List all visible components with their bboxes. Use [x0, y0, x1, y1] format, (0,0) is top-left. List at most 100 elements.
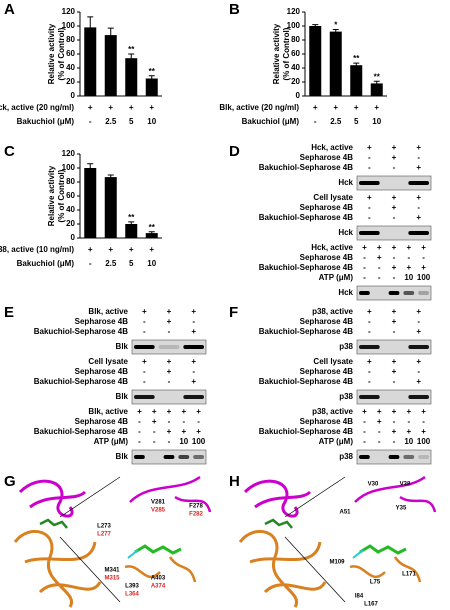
condition-mark: + — [354, 103, 359, 112]
blot-row-label: Bakuchiol-Sepharose 4B — [259, 427, 353, 436]
blot-band — [403, 455, 415, 459]
error-bar — [87, 163, 94, 173]
error-bar — [353, 62, 360, 68]
blot-row-mark: - — [153, 427, 156, 436]
blot-row-mark: - — [407, 417, 410, 426]
condition-mark: + — [374, 103, 379, 112]
bar — [104, 177, 117, 238]
y-axis-label: (% of Control) — [57, 169, 66, 222]
condition-mark: 10 — [372, 117, 381, 126]
blot-row-mark: - — [168, 327, 171, 336]
condition-mark: - — [314, 117, 317, 126]
residue-label: A374 — [151, 584, 166, 590]
y-tick-label: 0 — [71, 91, 76, 100]
blot-row-mark: + — [191, 357, 196, 366]
blot-row-mark: 100 — [192, 437, 206, 446]
blot-row-mark: + — [191, 327, 196, 336]
blot-band-label: Hck — [338, 288, 353, 297]
blot-row-mark: + — [367, 193, 372, 202]
blot-row-mark: + — [392, 357, 397, 366]
error-bar — [373, 80, 380, 86]
blot-band — [134, 345, 155, 349]
blot-row-mark: 10 — [179, 437, 188, 446]
panel-label: F — [229, 304, 238, 321]
blot-row-mark: + — [377, 253, 382, 262]
h-bond — [127, 549, 139, 559]
blot-row-mark: - — [168, 437, 171, 446]
blot-row-mark: - — [192, 317, 195, 326]
condition-mark: + — [108, 103, 113, 112]
blot-row-mark: - — [143, 377, 146, 386]
blot-frame — [356, 175, 432, 191]
blot-row-mark: + — [181, 427, 186, 436]
blot-band — [359, 181, 380, 185]
y-tick-label: 20 — [66, 77, 75, 86]
blot-row-mark: + — [421, 427, 426, 436]
blot-row-mark: + — [416, 213, 421, 222]
blot-row-label: ATP (μM) — [94, 437, 129, 446]
y-tick-label: 80 — [66, 35, 75, 44]
residue-label: M315 — [104, 576, 120, 582]
condition-mark: + — [129, 103, 134, 112]
inset-ligand — [359, 544, 407, 555]
significance-mark: ** — [374, 72, 381, 81]
inset-ribbon — [129, 475, 212, 513]
error-bar — [312, 24, 319, 28]
blot-row-mark: 100 — [417, 273, 431, 282]
blot-row-mark: - — [368, 317, 371, 326]
blot-row-label: Bakuchiol-Sepharose 4B — [259, 163, 353, 172]
blot-row-mark: - — [417, 367, 420, 376]
blot-row-mark: 10 — [404, 437, 413, 446]
condition-mark: + — [108, 245, 113, 254]
condition-mark: + — [149, 245, 154, 254]
blot-frame — [356, 225, 432, 241]
blot-row-mark: - — [143, 367, 146, 376]
blot-row-mark: + — [367, 143, 372, 152]
protein-ribbon — [13, 529, 102, 608]
y-tick-label: 20 — [291, 77, 300, 86]
blot-row-mark: + — [181, 407, 186, 416]
blot-row-label: Sepharose 4B — [300, 417, 354, 426]
blot-row-mark: - — [393, 437, 396, 446]
blot-row-label: Sepharose 4B — [75, 317, 129, 326]
blot-band — [408, 345, 429, 349]
residue-label: A51 — [339, 510, 351, 516]
residue-label: L167 — [364, 602, 378, 608]
blot-row-mark: - — [422, 417, 425, 426]
condition-mark: - — [89, 259, 92, 268]
blot-row-mark: - — [378, 427, 381, 436]
blot-row-label: Sepharose 4B — [75, 367, 129, 376]
blot-row-mark: - — [393, 273, 396, 282]
significance-mark: ** — [128, 45, 135, 54]
blot-row-label: Hck, active — [311, 143, 353, 152]
blot-band-label: Blk — [116, 342, 129, 351]
blot-row-mark: - — [417, 203, 420, 212]
blot-row-mark: 100 — [417, 437, 431, 446]
condition-mark: 2.5 — [105, 117, 117, 126]
y-tick-label: 100 — [62, 21, 76, 30]
ligand — [264, 518, 293, 529]
blot-row-mark: + — [377, 407, 382, 416]
blot-row-mark: + — [196, 407, 201, 416]
blot-row-mark: + — [167, 407, 172, 416]
condition-mark: + — [149, 103, 154, 112]
residue-label: V285 — [151, 508, 166, 514]
blot-band — [418, 455, 429, 459]
blot-row-mark: + — [367, 357, 372, 366]
blot-row-label: Bakuchiol-Sepharose 4B — [259, 327, 353, 336]
blot-row-mark: - — [368, 153, 371, 162]
inset-ribbon — [124, 556, 197, 583]
blot-row-mark: - — [393, 417, 396, 426]
blot-row-mark: - — [363, 427, 366, 436]
y-tick-label: 100 — [62, 163, 76, 172]
error-bar — [148, 75, 155, 82]
bar — [370, 83, 383, 96]
blot-row-mark: + — [416, 143, 421, 152]
condition-mark: 2.5 — [105, 259, 117, 268]
blot-row-mark: + — [362, 243, 367, 252]
blot-row-mark: - — [407, 253, 410, 262]
condition-mark: 2.5 — [330, 117, 342, 126]
blot-row-mark: + — [421, 407, 426, 416]
blot-row-mark: + — [392, 367, 397, 376]
y-axis-label: (% of Control) — [57, 27, 66, 80]
